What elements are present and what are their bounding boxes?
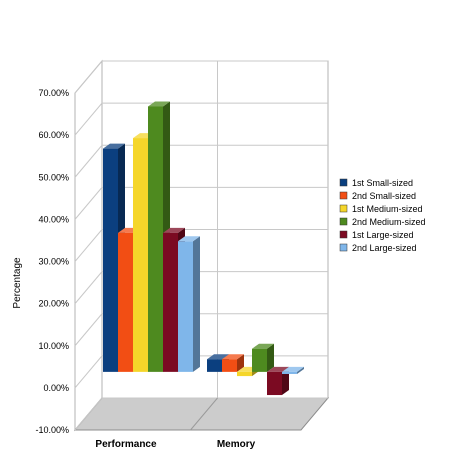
gridline-side xyxy=(74,397,103,431)
y-tick-label: 10.00% xyxy=(38,341,69,351)
legend-swatch xyxy=(339,178,348,187)
legend-item: 2nd Large-sized xyxy=(339,243,417,253)
legend-label: 2nd Small-sized xyxy=(352,191,416,201)
bar-top xyxy=(267,366,289,372)
legend-label: 2nd Medium-sized xyxy=(352,217,426,227)
bar-front xyxy=(222,359,237,372)
gridline-side xyxy=(74,60,103,94)
y-axis-title: Percentage xyxy=(12,257,23,309)
bar xyxy=(222,354,244,372)
legend-swatch xyxy=(339,204,348,213)
legend-item: 1st Large-sized xyxy=(339,230,414,240)
legend-swatch xyxy=(339,243,348,252)
gridline-side xyxy=(74,313,103,347)
bar-top xyxy=(163,227,185,233)
bar-front xyxy=(178,241,193,372)
y-tick-label: 40.00% xyxy=(38,214,69,224)
y-tick-label: 20.00% xyxy=(38,299,69,309)
y-axis-ticks: -10.00% 0.00% 10.00% 20.00% 30.00% 40.00% 50.0… xyxy=(35,88,69,435)
bar-front xyxy=(148,106,163,372)
y-tick-label: 50.00% xyxy=(38,172,69,182)
bar-top xyxy=(148,101,170,107)
bar-front xyxy=(133,138,148,372)
legend-item: 1st Medium-sized xyxy=(339,204,423,214)
bar xyxy=(267,366,289,396)
legend-item: 1st Small-sized xyxy=(339,178,413,188)
x-category-label: Performance xyxy=(95,439,157,450)
bars xyxy=(103,101,304,396)
bar-front xyxy=(282,371,297,374)
chart-floor xyxy=(73,397,330,431)
bar-top xyxy=(207,354,229,360)
legend-swatch xyxy=(339,191,348,200)
bar-side xyxy=(267,343,274,372)
bar-top xyxy=(282,366,304,372)
gridline-side xyxy=(74,144,103,178)
bar-side xyxy=(297,366,304,374)
gridline-side xyxy=(74,102,103,136)
bar-top xyxy=(252,343,274,349)
legend-label: 2nd Large-sized xyxy=(352,243,417,253)
bar-top xyxy=(178,236,200,242)
bar-front xyxy=(118,232,133,372)
y-tick-label: -10.00% xyxy=(35,425,69,435)
gridline-side xyxy=(74,355,103,389)
legend-swatch xyxy=(339,230,348,239)
gridline-side xyxy=(74,187,103,220)
y-tick-label: 0.00% xyxy=(43,383,69,393)
y-tick-label: 30.00% xyxy=(38,257,69,267)
floor-divider xyxy=(190,397,218,431)
bar-front xyxy=(252,348,267,372)
bar xyxy=(282,366,304,374)
bar xyxy=(252,343,274,372)
bar-side xyxy=(237,354,244,372)
y-tick-label: 70.00% xyxy=(38,88,69,98)
y-tick-label: 60.00% xyxy=(38,130,69,140)
legend-label: 1st Medium-sized xyxy=(352,204,423,214)
gridline-side xyxy=(74,229,103,262)
bar xyxy=(178,236,200,372)
bar-side xyxy=(193,236,200,372)
x-category-label: Memory xyxy=(217,439,256,450)
bar-front xyxy=(207,359,222,372)
legend-label: 1st Small-sized xyxy=(352,178,413,188)
bar-top xyxy=(222,354,244,360)
bar-front xyxy=(103,148,118,372)
bar-front xyxy=(163,232,178,372)
bar-top xyxy=(103,143,125,149)
bar-front xyxy=(267,371,282,396)
floor-plane xyxy=(73,397,330,431)
legend-swatch xyxy=(339,217,348,226)
bar-front xyxy=(237,371,252,377)
legend-item: 2nd Medium-sized xyxy=(339,217,426,227)
legend-label: 1st Large-sized xyxy=(352,230,414,240)
x-axis-labels: Performance Memory xyxy=(95,439,255,450)
gridline-side xyxy=(74,271,103,304)
legend-item: 2nd Small-sized xyxy=(339,191,416,201)
legend: 1st Small-sized 2nd Small-sized 1st Medium… xyxy=(339,178,426,253)
